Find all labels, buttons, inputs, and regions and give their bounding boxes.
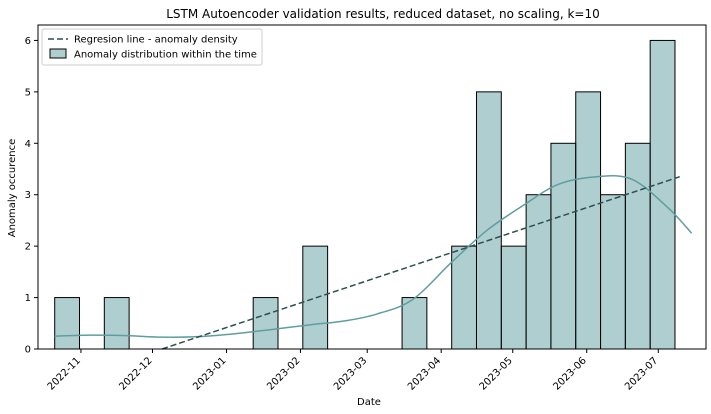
legend: Regresion line - anomaly density Anomaly … — [41, 28, 263, 66]
histogram-bar — [451, 245, 477, 350]
x-tick-label: 2023-02 — [265, 355, 302, 392]
kde-curve — [54, 175, 693, 338]
histogram-bar — [302, 245, 329, 350]
x-tick-label: 2023-04 — [406, 355, 443, 392]
histogram-bar — [550, 142, 577, 350]
plot-area — [54, 39, 693, 350]
x-tick-label: 2023-01 — [191, 355, 228, 392]
regression-line — [161, 175, 680, 350]
x-tick-label: 2023-03 — [332, 355, 369, 392]
histogram-bar — [475, 91, 502, 350]
histogram-bar — [600, 194, 626, 350]
histogram-bar — [401, 297, 428, 350]
histogram-bar — [500, 245, 527, 350]
x-tick-label: 2022-11 — [46, 355, 83, 392]
x-tick-label: 2023-07 — [623, 355, 660, 392]
legend-label-regression: Regresion line - anomaly density — [74, 35, 238, 46]
legend-swatch-histogram — [49, 48, 67, 59]
y-axis-title: Anomaly occurence — [7, 139, 18, 238]
y-tick-label: 0 — [25, 345, 31, 356]
legend-box — [41, 28, 263, 66]
histogram-bar — [252, 297, 279, 350]
histogram-bar — [525, 194, 552, 350]
y-tick-label: 4 — [25, 139, 31, 150]
x-tick-label: 2023-05 — [478, 355, 515, 392]
histogram-bar — [54, 297, 81, 350]
y-tick-label: 3 — [25, 190, 31, 201]
chart-title: LSTM Autoencoder validation results, red… — [166, 7, 600, 21]
x-tick-label: 2023-06 — [552, 355, 589, 392]
histogram-bar — [575, 91, 602, 350]
legend-label-histogram: Anomaly distribution within the time — [74, 50, 257, 61]
histogram-bar — [624, 142, 651, 350]
y-tick-label: 1 — [25, 293, 31, 304]
histogram-bar — [103, 297, 130, 350]
x-tick-label: 2022-12 — [117, 355, 154, 392]
y-tick-label: 5 — [25, 87, 31, 98]
plot-frame — [37, 24, 707, 350]
y-tick-label: 2 — [25, 242, 31, 253]
y-tick-label: 6 — [25, 36, 31, 47]
x-axis-title: Date — [357, 397, 381, 408]
